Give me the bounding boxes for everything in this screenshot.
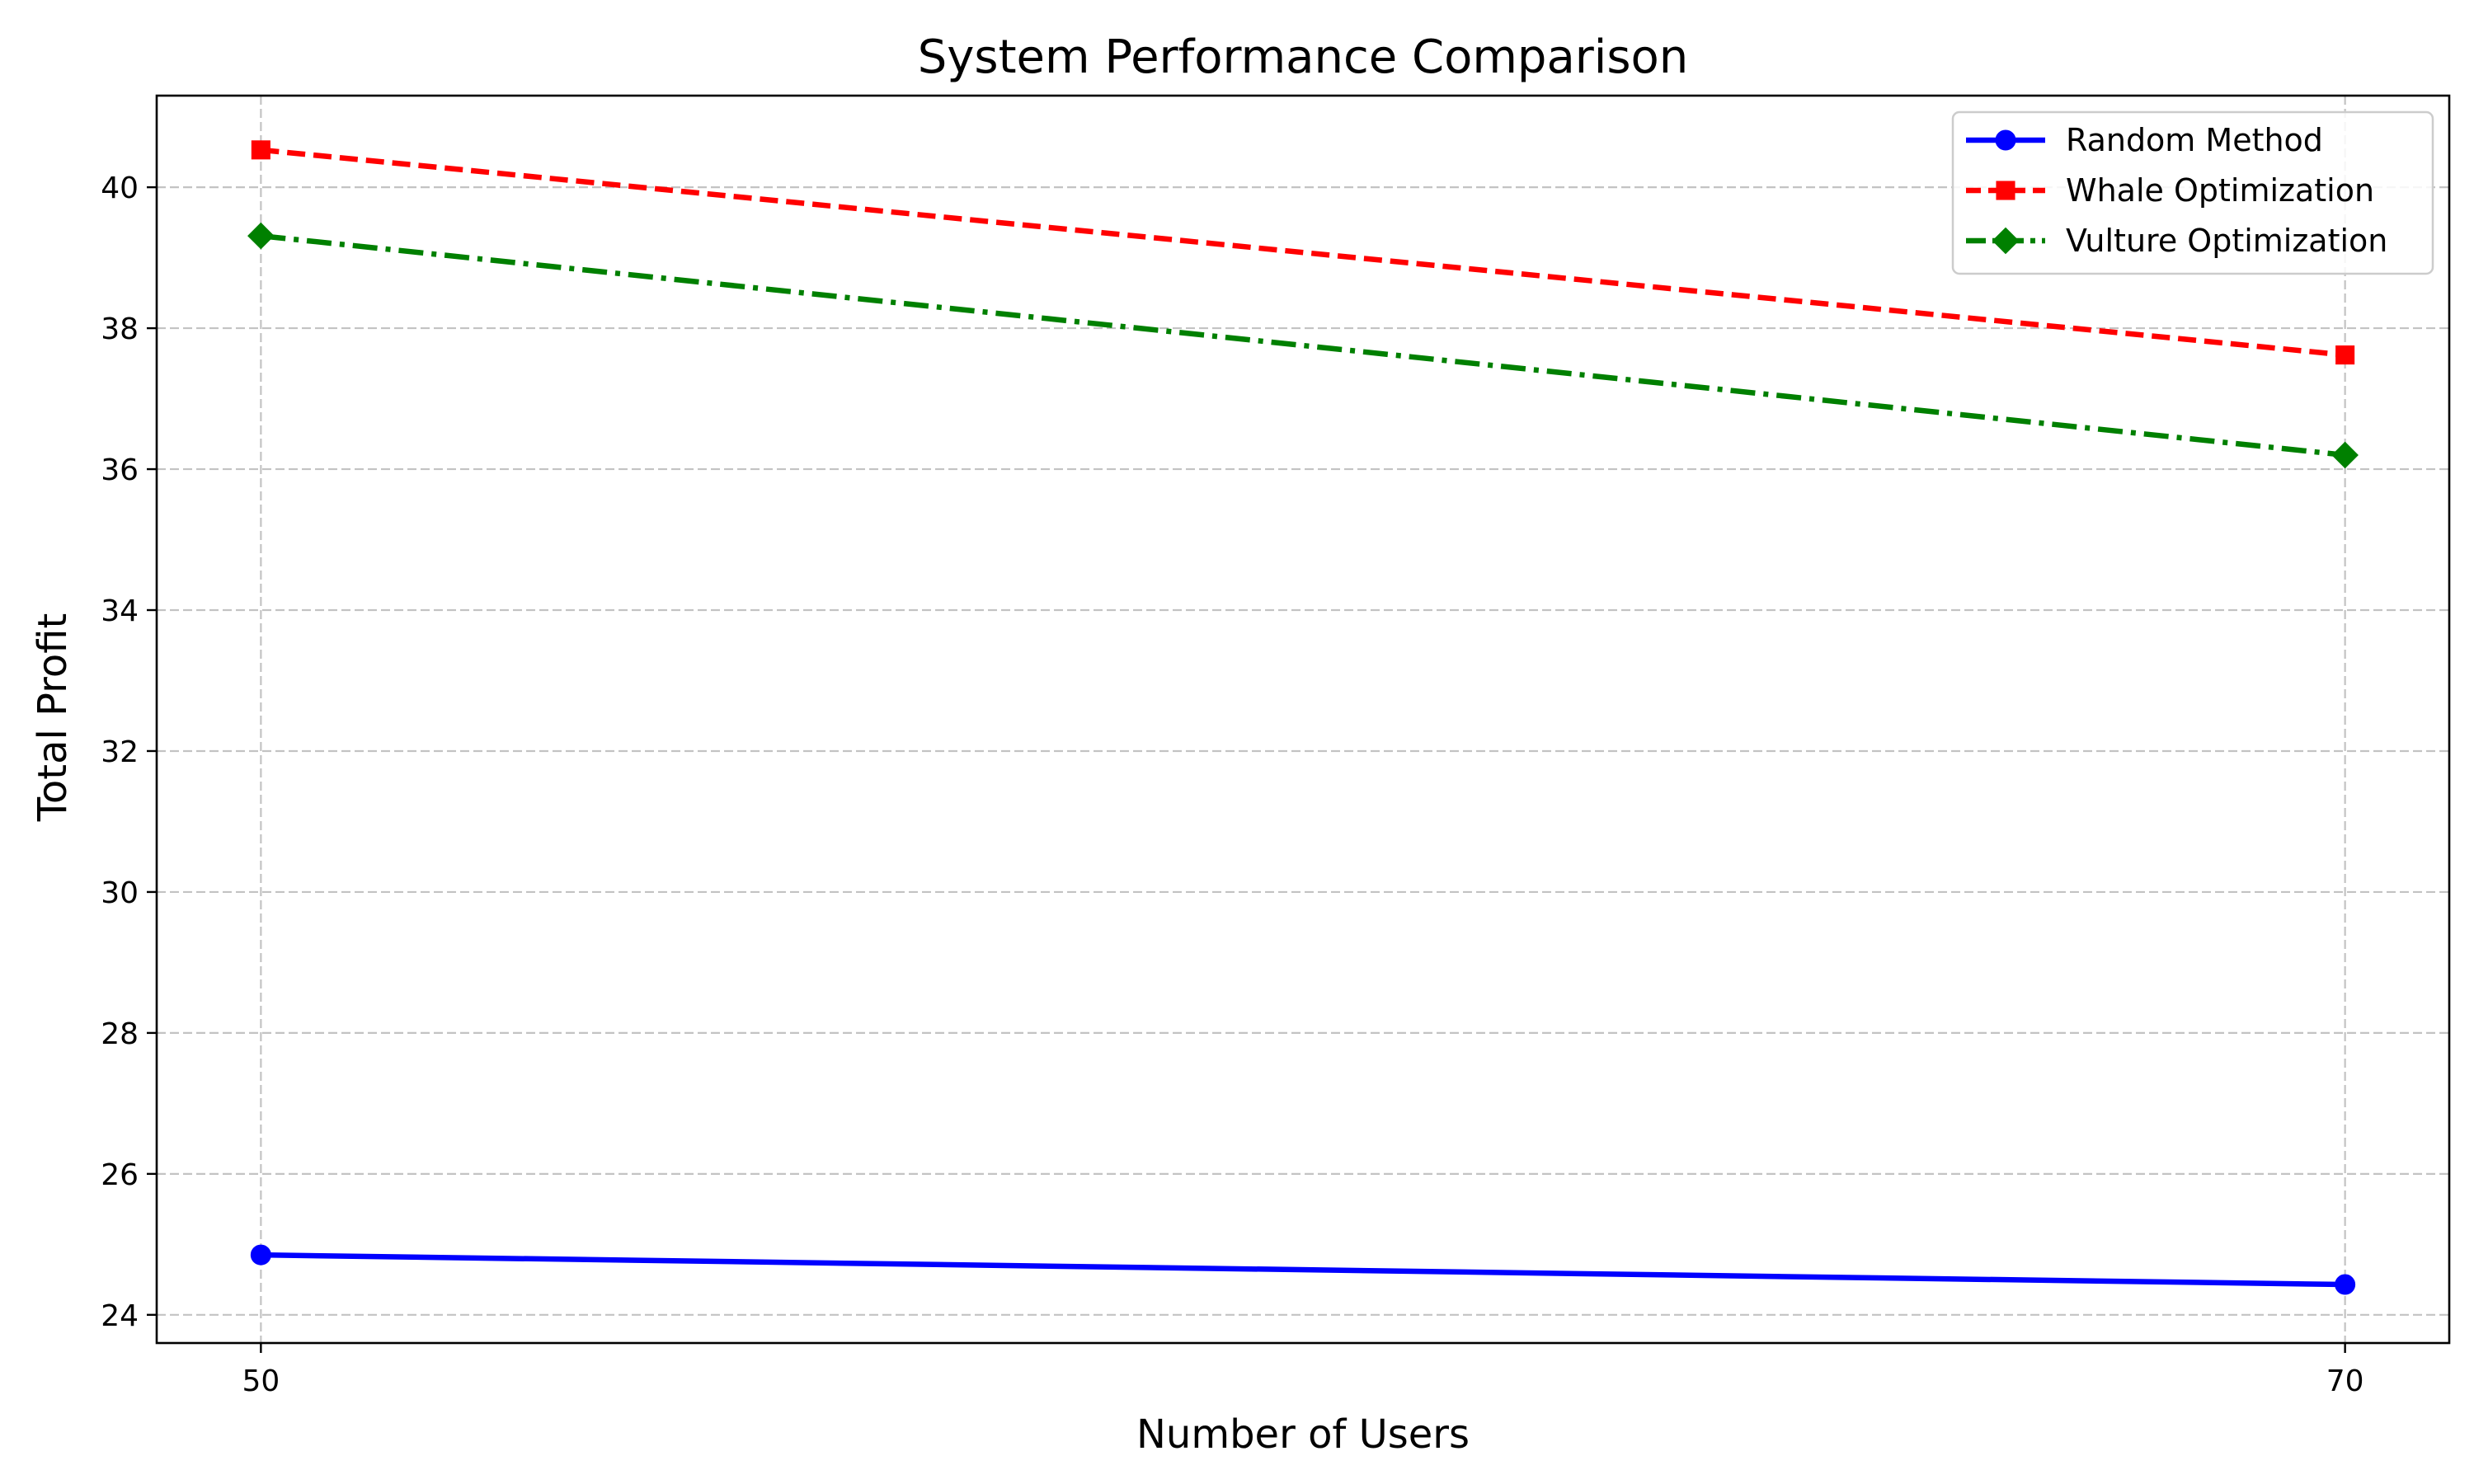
axis-ticks: 50 70 24 26 28 30 32 34 36 38 40 [101, 171, 2363, 1398]
vulture-optimization-marker [2331, 441, 2359, 469]
y-tick-label: 28 [101, 1017, 139, 1051]
plot-area-frame [155, 94, 2451, 1345]
series-group [247, 140, 2359, 1295]
random-method-marker [250, 1244, 271, 1266]
legend-marker-random-method [1995, 129, 2016, 151]
y-tick-label: 24 [101, 1299, 139, 1333]
vulture-optimization-marker [247, 222, 275, 250]
legend-label-whale-optimization: Whale Optimization [2066, 172, 2374, 209]
vulture-optimization-line [261, 232, 2345, 458]
whale-optimization-marker [251, 140, 270, 160]
legend: Random Method Whale Optimization Vulture O… [1951, 110, 2434, 275]
chart-title: System Performance Comparison [918, 31, 1689, 84]
legend-marker-whale-optimization [1996, 181, 2015, 200]
legend-marker-vulture-optimization [1992, 227, 2020, 255]
y-tick-label: 32 [101, 735, 139, 769]
y-tick-label: 30 [101, 876, 139, 910]
legend-label-vulture-optimization: Vulture Optimization [2066, 223, 2387, 259]
legend-label-random-method: Random Method [2066, 122, 2323, 158]
y-tick-label: 36 [101, 453, 139, 487]
x-axis-label: Number of Users [1136, 1411, 1470, 1458]
y-axis-label: Total Profit [30, 613, 76, 823]
y-tick-label: 34 [101, 594, 139, 628]
legend-box [1951, 110, 2434, 275]
random-method-line [261, 1252, 2345, 1288]
whale-optimization-line [261, 147, 2345, 358]
y-tick-label: 26 [101, 1158, 139, 1192]
y-tick-label: 38 [101, 312, 139, 346]
gridlines [157, 96, 2449, 1343]
y-tick-label: 40 [101, 171, 139, 205]
x-tick-label: 70 [2326, 1364, 2364, 1398]
whale-optimization-marker [2335, 345, 2355, 365]
x-tick-label: 50 [242, 1364, 280, 1398]
random-method-marker [2335, 1274, 2356, 1295]
